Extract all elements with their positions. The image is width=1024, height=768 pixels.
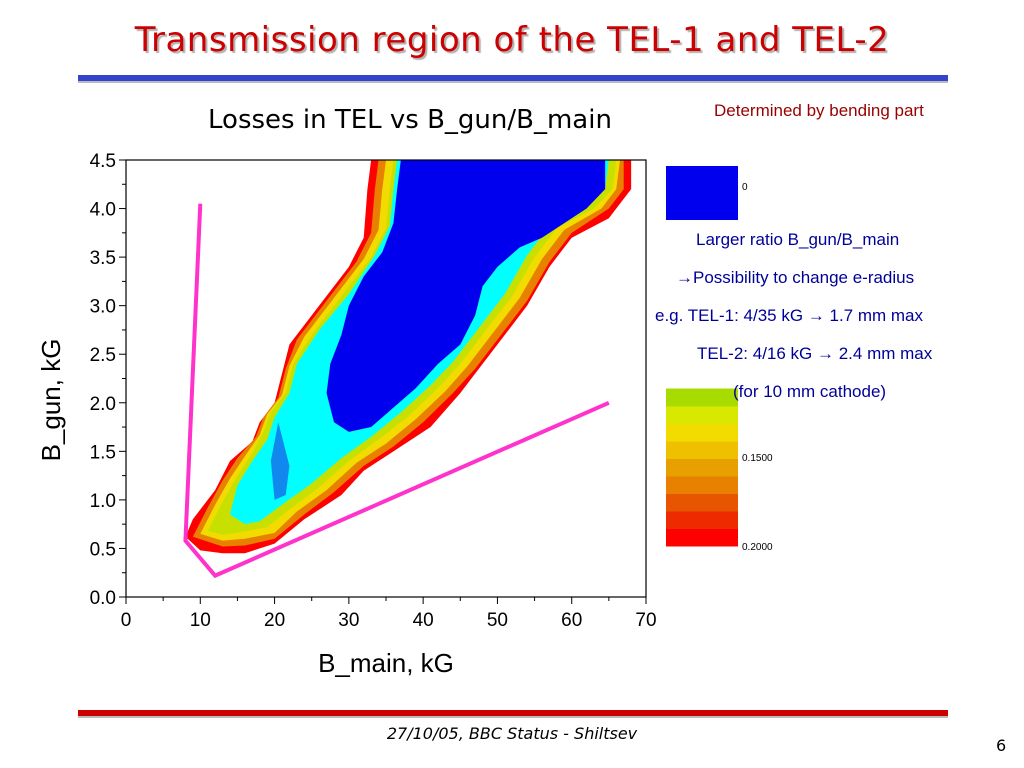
y-tick-label: 3.0 xyxy=(90,297,116,318)
contour-band-6 xyxy=(326,160,606,432)
colorbar-top-swatch xyxy=(666,166,738,220)
y-tick-label: 1.5 xyxy=(90,442,116,463)
x-tick-label: 0 xyxy=(121,610,132,631)
x-tick-label: 30 xyxy=(338,610,359,631)
y-tick-label: 4.5 xyxy=(90,151,116,172)
colorbar-bottom xyxy=(666,388,738,547)
y-tick-label: 4.0 xyxy=(90,200,116,221)
y-tick-label: 3.5 xyxy=(90,248,116,269)
footer-text: 27/10/05, BBC Status - Shiltsev xyxy=(386,724,638,743)
note-determined: Determined by bending part xyxy=(714,101,924,120)
x-tick-label: 60 xyxy=(561,610,582,631)
x-tick-label: 20 xyxy=(264,610,285,631)
colorbar-label-0: 0 xyxy=(742,182,748,193)
colorbar-swatch-5 xyxy=(666,441,738,459)
colorbar-swatch-0 xyxy=(666,528,738,547)
x-ticks: 0 10 20 30 40 50 60 70 xyxy=(121,597,657,631)
x-tick-label: 70 xyxy=(635,610,656,631)
x-tick-label: 10 xyxy=(190,610,211,631)
chart-title: Losses in TEL vs B_gun/B_main xyxy=(208,105,612,135)
note-line-5: (for 10 mm cathode) xyxy=(733,382,887,401)
annotation-line-0 xyxy=(183,203,610,579)
colorbar-label-1: 0.1500 xyxy=(742,453,773,464)
colorbar-swatch-7 xyxy=(666,406,738,424)
y-tick-label: 1.0 xyxy=(90,491,116,512)
x-tick-label: 50 xyxy=(487,610,508,631)
y-ticks: 0.0 0.5 1.0 1.5 2.0 2.5 3.0 3.5 4.0 4.5 xyxy=(90,151,126,609)
y-tick-label: 0.0 xyxy=(90,588,116,609)
note-line-3: e.g. TEL-1: 4/35 kG → 1.7 mm max xyxy=(655,306,924,325)
contour-band-5 xyxy=(270,422,290,500)
colorbar-label-2: 0.2000 xyxy=(742,542,773,553)
colorbar-swatch-2 xyxy=(666,493,738,512)
y-axis-label: B_gun, kG xyxy=(36,339,66,462)
page-number: 6 xyxy=(996,736,1007,755)
y-tick-label: 0.5 xyxy=(90,539,116,560)
note-line-1: Larger ratio B_gun/B_main xyxy=(696,230,900,249)
annotation-lines xyxy=(183,203,610,579)
colorbar-swatch-6 xyxy=(666,423,738,442)
note-line-2: →Possibility to change e-radius xyxy=(676,268,915,287)
contour-bands xyxy=(185,160,632,554)
colorbar-swatch-1 xyxy=(666,511,738,529)
x-tick-label: 40 xyxy=(413,610,434,631)
y-tick-label: 2.5 xyxy=(90,345,116,366)
colorbar-swatch-3 xyxy=(666,476,738,494)
contour-chart: Losses in TEL vs B_gun/B_main 0 10 20 30 40 5… xyxy=(36,105,773,678)
title-divider xyxy=(78,75,948,83)
y-tick-label: 2.0 xyxy=(90,394,116,415)
note-line-4: TEL-2: 4/16 kG → 2.4 mm max xyxy=(697,344,933,363)
colorbar-swatch-8 xyxy=(666,388,738,407)
x-axis-label: B_main, kG xyxy=(318,648,454,678)
colorbar-swatch-4 xyxy=(666,458,738,477)
footer-divider xyxy=(78,710,948,718)
slide-title: Transmission region of the TEL-1 and TEL… xyxy=(134,20,890,60)
